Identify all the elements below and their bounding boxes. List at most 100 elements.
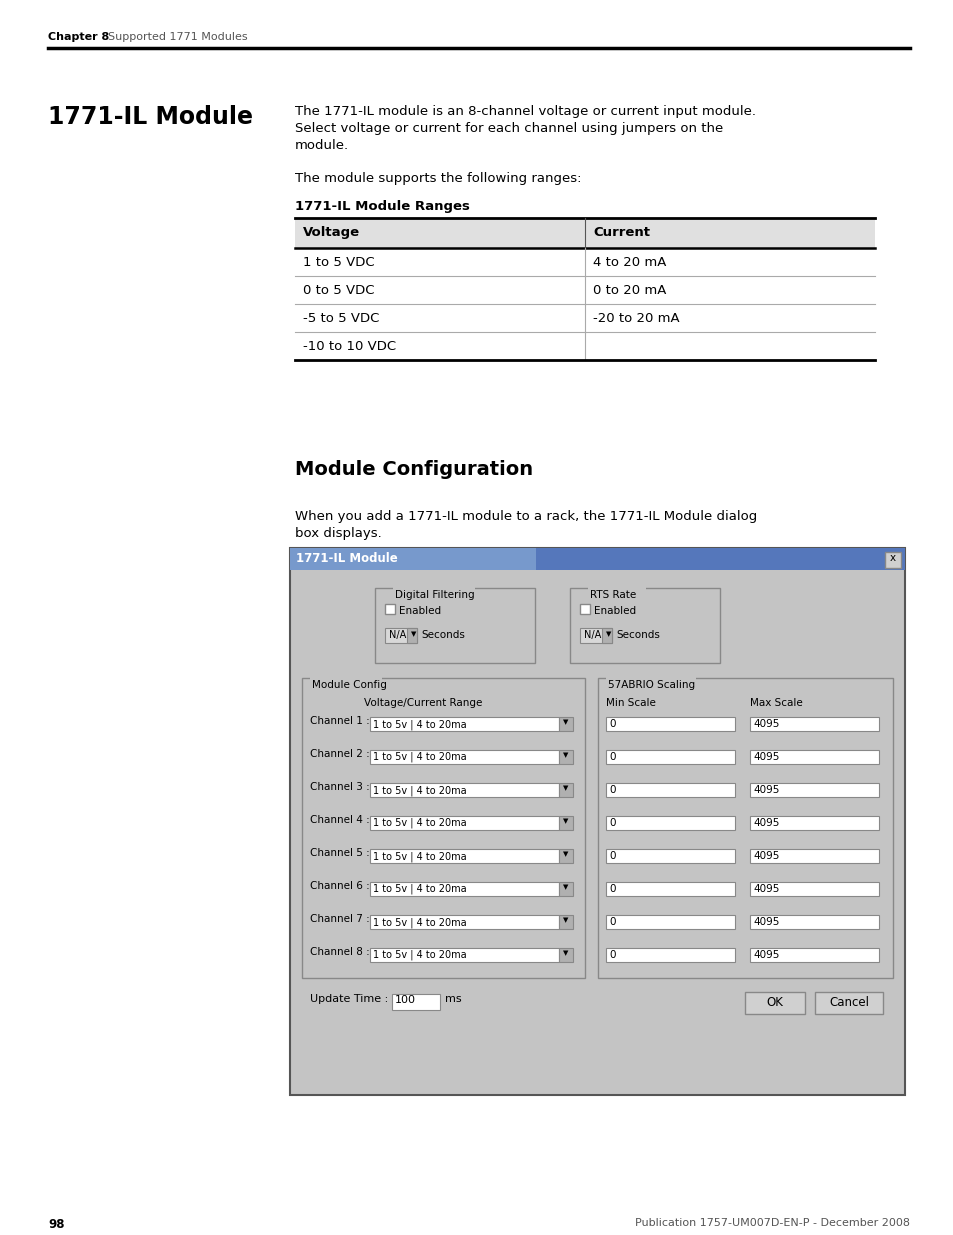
Text: RTS Rate: RTS Rate <box>589 590 636 600</box>
Bar <box>605 882 734 897</box>
Bar <box>370 816 558 830</box>
Text: 100: 100 <box>395 995 416 1005</box>
Text: ▼: ▼ <box>562 884 568 890</box>
Bar <box>558 948 573 962</box>
Text: Channel 6 :: Channel 6 : <box>310 881 370 890</box>
Bar <box>605 915 734 929</box>
Bar <box>302 678 584 978</box>
Bar <box>569 588 720 663</box>
Bar <box>605 750 734 764</box>
Text: Seconds: Seconds <box>420 630 464 640</box>
Text: ▼: ▼ <box>562 950 568 956</box>
Text: 4095: 4095 <box>752 752 779 762</box>
Text: The 1771-IL module is an 8-channel voltage or current input module.: The 1771-IL module is an 8-channel volta… <box>294 105 755 119</box>
Bar <box>749 848 878 863</box>
Text: ▼: ▼ <box>562 719 568 725</box>
Text: Select voltage or current for each channel using jumpers on the: Select voltage or current for each chann… <box>294 122 722 135</box>
Text: Digital Filtering: Digital Filtering <box>395 590 475 600</box>
Bar <box>605 673 696 684</box>
Text: 1 to 5v | 4 to 20ma: 1 to 5v | 4 to 20ma <box>373 719 466 730</box>
Text: Channel 1 :: Channel 1 : <box>310 716 370 726</box>
Bar <box>370 783 558 797</box>
Text: x: x <box>889 553 895 563</box>
Bar <box>601 629 612 643</box>
Text: 0: 0 <box>608 851 615 861</box>
Bar <box>744 992 804 1014</box>
Bar <box>605 848 734 863</box>
Text: 0: 0 <box>608 752 615 762</box>
Text: Channel 5 :: Channel 5 : <box>310 848 370 858</box>
Bar <box>558 750 573 764</box>
Text: 0: 0 <box>608 785 615 795</box>
Text: -5 to 5 VDC: -5 to 5 VDC <box>303 312 379 325</box>
Bar <box>290 548 904 571</box>
Text: Channel 7 :: Channel 7 : <box>310 914 370 924</box>
Text: Cancel: Cancel <box>828 995 868 1009</box>
Text: Max Scale: Max Scale <box>749 698 801 708</box>
Text: ms: ms <box>444 994 461 1004</box>
Text: ▼: ▼ <box>562 785 568 790</box>
Text: Supported 1771 Modules: Supported 1771 Modules <box>108 32 248 42</box>
Text: 1771-IL Module Ranges: 1771-IL Module Ranges <box>294 200 470 212</box>
Bar <box>370 948 558 962</box>
Text: Min Scale: Min Scale <box>605 698 655 708</box>
Text: ▼: ▼ <box>411 631 416 637</box>
Text: Module Config: Module Config <box>312 680 387 690</box>
Text: 4095: 4095 <box>752 918 779 927</box>
Text: 1771-IL Module: 1771-IL Module <box>48 105 253 128</box>
Text: 0 to 5 VDC: 0 to 5 VDC <box>303 284 375 296</box>
Text: ▼: ▼ <box>562 752 568 758</box>
Text: 0: 0 <box>608 818 615 827</box>
Bar <box>884 552 900 568</box>
Text: Channel 2 :: Channel 2 : <box>310 748 370 760</box>
Text: box displays.: box displays. <box>294 527 381 540</box>
Bar <box>294 219 874 248</box>
Bar <box>749 948 878 962</box>
Text: 4095: 4095 <box>752 785 779 795</box>
Bar <box>587 583 645 594</box>
Bar <box>370 848 558 863</box>
Text: 1 to 5v | 4 to 20ma: 1 to 5v | 4 to 20ma <box>373 950 466 961</box>
Text: ▼: ▼ <box>562 918 568 923</box>
Text: 4 to 20 mA: 4 to 20 mA <box>593 256 666 269</box>
Bar <box>370 750 558 764</box>
Text: Module Configuration: Module Configuration <box>294 459 533 479</box>
Text: Voltage/Current Range: Voltage/Current Range <box>364 698 482 708</box>
Text: 0 to 20 mA: 0 to 20 mA <box>593 284 666 296</box>
Text: Enabled: Enabled <box>398 606 440 616</box>
Bar <box>605 718 734 731</box>
Bar <box>579 629 612 643</box>
Bar <box>605 948 734 962</box>
Bar <box>749 915 878 929</box>
Bar <box>605 783 734 797</box>
Bar <box>558 915 573 929</box>
Text: The module supports the following ranges:: The module supports the following ranges… <box>294 172 581 185</box>
Text: ▼: ▼ <box>562 851 568 857</box>
Text: 1 to 5v | 4 to 20ma: 1 to 5v | 4 to 20ma <box>373 851 466 862</box>
Text: N/A: N/A <box>583 630 600 640</box>
Text: module.: module. <box>294 140 349 152</box>
Text: 1 to 5v | 4 to 20ma: 1 to 5v | 4 to 20ma <box>373 818 466 829</box>
Text: Channel 4 :: Channel 4 : <box>310 815 370 825</box>
Text: Channel 3 :: Channel 3 : <box>310 782 370 792</box>
Text: 4095: 4095 <box>752 818 779 827</box>
Bar <box>749 783 878 797</box>
Text: ▼: ▼ <box>605 631 611 637</box>
Text: Publication 1757-UM007D-EN-P - December 2008: Publication 1757-UM007D-EN-P - December … <box>635 1218 909 1228</box>
Bar <box>558 783 573 797</box>
Text: Enabled: Enabled <box>594 606 636 616</box>
Bar <box>558 848 573 863</box>
Bar <box>385 629 416 643</box>
Text: 0: 0 <box>608 719 615 729</box>
Bar <box>749 750 878 764</box>
Text: 0: 0 <box>608 950 615 960</box>
Text: -10 to 10 VDC: -10 to 10 VDC <box>303 340 395 353</box>
Bar <box>393 583 475 594</box>
Text: Seconds: Seconds <box>616 630 659 640</box>
Text: 0: 0 <box>608 918 615 927</box>
Text: N/A: N/A <box>389 630 406 640</box>
Bar <box>385 604 395 614</box>
Bar <box>814 992 882 1014</box>
Text: 4095: 4095 <box>752 950 779 960</box>
Bar <box>579 604 589 614</box>
